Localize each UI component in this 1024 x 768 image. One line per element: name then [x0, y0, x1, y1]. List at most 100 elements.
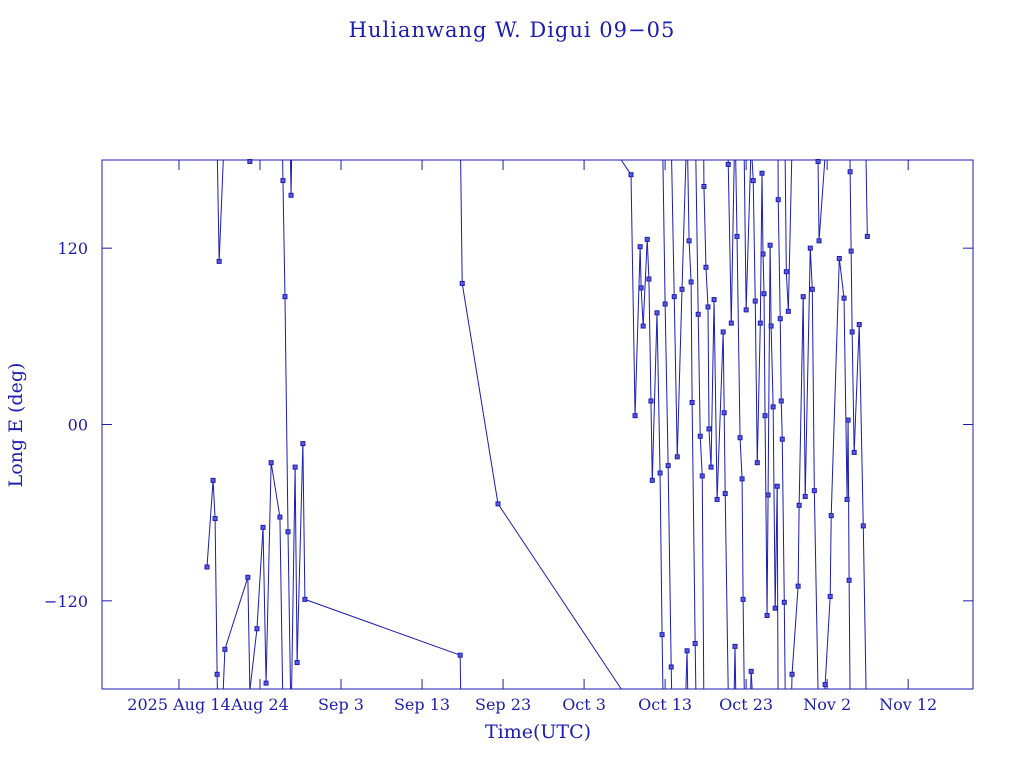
data-point [686, 238, 692, 244]
data-point [697, 433, 703, 439]
track-segment [736, 236, 741, 438]
data-point [665, 463, 671, 469]
data-point [849, 329, 855, 335]
data-point [280, 178, 286, 184]
track-segment [287, 531, 291, 690]
data-point [632, 413, 638, 419]
data-point [701, 183, 707, 189]
track-segment [640, 287, 644, 327]
data-point [841, 295, 847, 301]
track-segment [651, 312, 658, 481]
track-segment [290, 159, 293, 196]
data-point [689, 399, 695, 405]
data-point [796, 502, 802, 508]
track-segment [701, 475, 705, 690]
track-segment [662, 159, 666, 305]
track-segment [460, 159, 463, 284]
track-segment [818, 159, 826, 241]
track-segment [781, 439, 785, 603]
data-point [815, 158, 821, 164]
y-tick-label: 120 [57, 239, 88, 258]
data-point [750, 178, 756, 184]
track-segment [830, 258, 840, 516]
x-axis-label: Time(UTC) [485, 721, 591, 743]
data-point [783, 269, 789, 275]
track-segment [723, 412, 726, 494]
data-point [662, 301, 668, 307]
track-segment [691, 402, 696, 644]
data-point [725, 161, 731, 167]
data-point [644, 236, 650, 242]
data-point [740, 596, 746, 602]
track-segment [763, 293, 766, 416]
data-point [775, 197, 781, 203]
data-point [774, 483, 780, 489]
track-segment [853, 324, 860, 453]
track-segment [850, 251, 853, 332]
data-point [646, 276, 652, 282]
data-point [759, 170, 765, 176]
track-segment [688, 240, 692, 282]
track-segment [707, 306, 710, 429]
data-point [204, 564, 210, 570]
track-segment [865, 159, 868, 237]
data-point [706, 426, 712, 432]
track-segment [676, 289, 683, 457]
track-segment [787, 159, 793, 312]
data-point [657, 470, 663, 476]
data-point [674, 454, 680, 460]
track-segment [754, 301, 758, 463]
track-segment [756, 323, 761, 463]
track-segment [697, 314, 701, 437]
data-point [777, 316, 783, 322]
x-tick-label: Sep 13 [394, 695, 450, 714]
data-point [699, 473, 705, 479]
data-point [761, 291, 767, 297]
track-segment [461, 283, 499, 504]
track-segment [671, 159, 675, 297]
track-segment [762, 254, 765, 294]
track-segment [761, 173, 764, 255]
track-segment [798, 296, 804, 506]
data-point [277, 514, 283, 520]
data-point [285, 529, 291, 535]
track-segment [730, 159, 735, 324]
data-point [739, 476, 745, 482]
track-segment [218, 159, 224, 262]
data-point [828, 513, 834, 519]
data-point [748, 668, 754, 674]
data-point [809, 286, 815, 292]
track-segment [824, 596, 831, 685]
data-point [822, 682, 828, 688]
data-point [688, 279, 694, 285]
x-tick-label: Oct 3 [562, 695, 606, 714]
track-segment [284, 296, 289, 532]
track-segment [722, 331, 725, 413]
track-segment [745, 159, 752, 310]
data-point [836, 255, 842, 261]
x-tick-label: Nov 12 [879, 695, 937, 714]
track-segment [851, 331, 855, 453]
data-point [654, 310, 660, 316]
data-point [778, 398, 784, 404]
data-point [260, 524, 266, 530]
data-point [856, 322, 862, 328]
data-point [772, 605, 778, 611]
track-segment [727, 164, 732, 324]
x-tick-label: Aug 24 [230, 695, 289, 714]
track-segment [214, 518, 218, 675]
track-segment [838, 258, 845, 299]
track-segment [650, 400, 653, 481]
track-segment [777, 199, 781, 319]
track-segment [779, 318, 782, 401]
track-segment [256, 527, 264, 629]
data-point [659, 632, 665, 638]
track-segment [783, 602, 786, 690]
track-segment [247, 577, 251, 690]
data-point [692, 640, 698, 646]
data-point [214, 671, 220, 677]
track-segment [769, 245, 772, 327]
data-point [210, 477, 216, 483]
track-segment [743, 159, 747, 310]
